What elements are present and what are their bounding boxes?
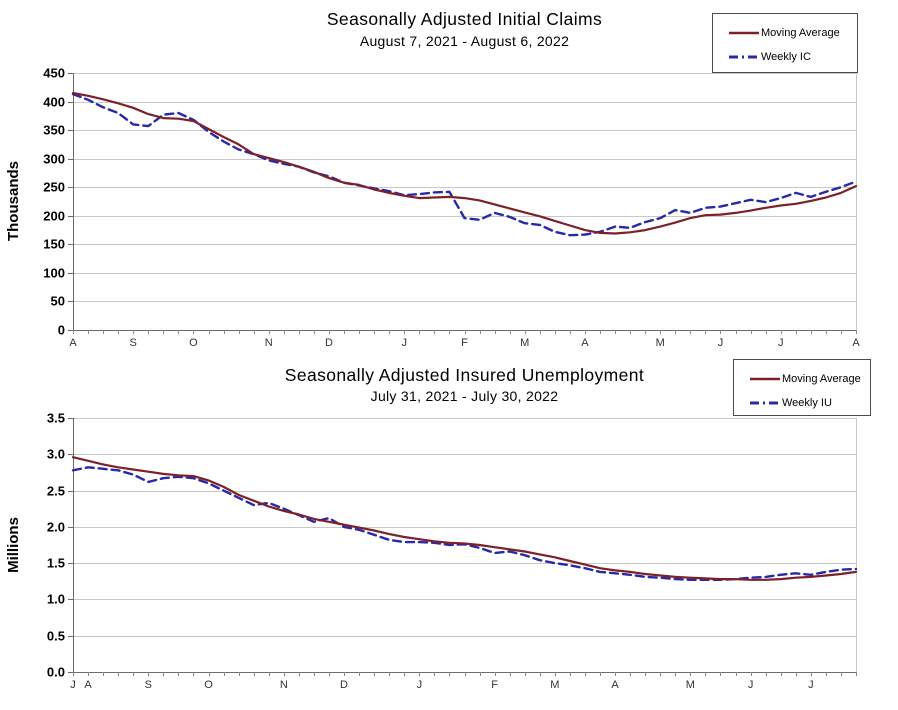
month-label: A [69,337,77,349]
y-tick-label: 1.5 [47,556,65,571]
insured-unemployment-chart: Seasonally Adjusted Insured Unemployment… [0,355,898,710]
month-label: S [130,337,137,349]
initial-claims-chart: Seasonally Adjusted Initial Claims Augus… [5,9,860,350]
moving-average-line [71,91,858,235]
chart-subtitle: July 31, 2021 - July 30, 2022 [370,388,559,404]
y-tick-label: 2.0 [47,520,65,535]
insured-unemployment-plot-area: 0.00.51.01.52.02.53.03.5J A S O N D J F M A M J J [47,411,858,691]
month-label: J [808,679,814,691]
y-tick-label: 3.5 [47,411,65,426]
month-label: M [520,337,529,349]
y-tick-label: 150 [43,237,65,252]
month-label: J [718,337,724,349]
month-label: A [852,337,860,349]
y-tick-label: 0.0 [47,665,65,680]
month-label: N [280,679,288,691]
month-label: J [778,337,784,349]
month-label: A [611,679,619,691]
legend-item-weekly-iu: Weekly IU [734,391,870,415]
legend-label-moving-average: Moving Average [782,373,861,385]
y-tick-label: 100 [43,266,65,281]
moving-average-line-swatch [729,31,759,35]
month-label: J [402,337,408,349]
y-tick-label: 250 [43,180,65,195]
month-label: D [340,679,348,691]
legend-item-moving-average: Moving Average [713,21,857,45]
month-label: F [461,337,468,349]
month-label: M [550,679,559,691]
month-label: N [265,337,273,349]
month-label: J [748,679,754,691]
month-label: J [417,679,423,691]
y-tick-label: 450 [43,66,65,81]
moving-average-line-swatch [750,377,780,381]
legend-label-weekly-iu: Weekly IU [782,397,832,409]
month-label: A [84,679,92,691]
weekly-series-line [71,466,858,582]
month-label: O [204,679,213,691]
y-tick-label: 1.0 [47,592,65,607]
weekly-series-line [71,92,858,237]
y-tick-label: 50 [51,294,65,309]
month-label: M [686,679,695,691]
month-label: D [325,337,333,349]
month-label: A [581,337,589,349]
weekly-ic-line-swatch [729,55,759,59]
month-label: M [656,337,665,349]
y-tick-label: 300 [43,152,65,167]
chart-title: Seasonally Adjusted Insured Unemployment [284,365,645,385]
legend-label-weekly-ic: Weekly IC [761,51,811,63]
y-tick-label: 350 [43,123,65,138]
chart-title: Seasonally Adjusted Initial Claims [326,9,603,29]
legend-label-moving-average: Moving Average [761,27,840,39]
weekly-iu-line-swatch [750,401,780,405]
y-tick-label: 0 [58,323,65,338]
legend-item-weekly-ic: Weekly IC [713,45,857,69]
moving-average-line [71,456,858,581]
legend-box: Moving Average Weekly IC [712,13,858,73]
chart-subtitle: August 7, 2021 - August 6, 2022 [359,33,570,49]
legend-box: Moving Average Weekly IU [733,359,871,416]
month-label: O [189,337,198,349]
y-tick-label: 0.5 [47,629,65,644]
y-tick-label: 2.5 [47,484,65,499]
y-tick-label: 200 [43,209,65,224]
legend-item-moving-average: Moving Average [734,367,870,391]
month-label: F [491,679,498,691]
month-label: J [70,679,76,691]
y-tick-label: 3.0 [47,447,65,462]
y-tick-label: 400 [43,95,65,110]
initial-claims-plot-area: 0 50 100 150 200 250 300 350 400 450 A S O N D J F M A M J J A [43,66,860,350]
month-label: S [145,679,152,691]
